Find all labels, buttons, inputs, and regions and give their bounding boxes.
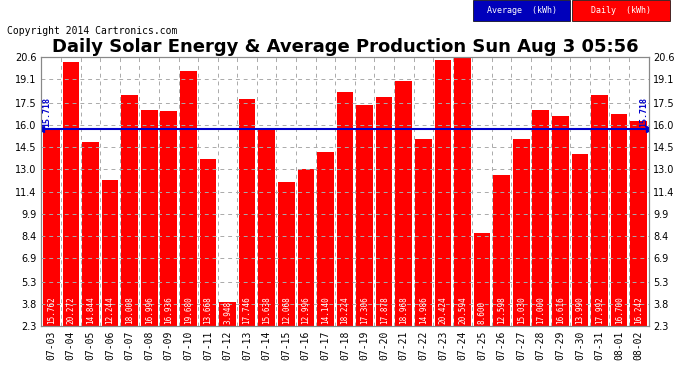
Text: 16.616: 16.616 [556, 297, 565, 324]
Bar [356, 105, 373, 326]
Text: 12.996: 12.996 [302, 297, 310, 324]
Title: Daily Solar Energy & Average Production Sun Aug 3 05:56: Daily Solar Energy & Average Production … [52, 38, 638, 56]
Text: 18.968: 18.968 [400, 297, 408, 324]
Text: 14.844: 14.844 [86, 297, 95, 324]
Bar [101, 180, 119, 326]
Bar [454, 57, 471, 326]
Text: 16.936: 16.936 [164, 297, 173, 324]
Text: 12.598: 12.598 [497, 297, 506, 324]
Text: 18.008: 18.008 [125, 297, 134, 324]
Text: 8.600: 8.600 [477, 301, 486, 324]
Text: 15.030: 15.030 [517, 297, 526, 324]
Bar [493, 174, 510, 326]
Bar [297, 169, 314, 326]
Bar [435, 60, 451, 326]
Text: 20.594: 20.594 [458, 297, 467, 324]
Bar [591, 95, 608, 326]
Text: 12.244: 12.244 [106, 297, 115, 324]
Text: 16.700: 16.700 [615, 297, 624, 324]
Bar [533, 110, 549, 326]
Bar [141, 110, 157, 326]
Text: 16.996: 16.996 [145, 297, 154, 324]
Text: 17.306: 17.306 [360, 297, 369, 324]
Bar [415, 140, 432, 326]
Bar [474, 233, 491, 326]
Bar [82, 142, 99, 326]
Bar [199, 159, 216, 326]
Bar [611, 114, 627, 326]
Text: 15.718: 15.718 [639, 96, 648, 126]
Bar [161, 111, 177, 326]
Text: 15.638: 15.638 [262, 297, 271, 324]
Bar [317, 152, 334, 326]
Bar [571, 154, 589, 326]
Bar [337, 92, 353, 326]
Text: Daily  (kWh): Daily (kWh) [591, 6, 651, 15]
Bar [631, 121, 647, 326]
Text: 18.224: 18.224 [340, 297, 350, 324]
Text: 17.000: 17.000 [536, 297, 545, 324]
Text: 20.272: 20.272 [66, 297, 75, 324]
Text: 3.948: 3.948 [223, 301, 232, 324]
Text: 17.746: 17.746 [243, 297, 252, 324]
Text: 19.680: 19.680 [184, 297, 193, 324]
Text: 15.762: 15.762 [47, 297, 56, 324]
Bar [395, 81, 412, 326]
Bar [63, 62, 79, 326]
Bar [258, 130, 275, 326]
Text: 16.242: 16.242 [634, 297, 643, 324]
Text: 17.992: 17.992 [595, 297, 604, 324]
Text: Average  (kWh): Average (kWh) [486, 6, 557, 15]
Text: 20.424: 20.424 [438, 297, 447, 324]
Bar [552, 116, 569, 326]
Text: Copyright 2014 Cartronics.com: Copyright 2014 Cartronics.com [7, 26, 177, 36]
Bar [180, 70, 197, 326]
Text: 13.990: 13.990 [575, 297, 584, 324]
Bar [121, 95, 138, 326]
Text: 13.668: 13.668 [204, 297, 213, 324]
Text: 14.986: 14.986 [419, 297, 428, 324]
Bar [219, 302, 236, 326]
Bar [239, 99, 255, 326]
Bar [376, 97, 393, 326]
Bar [43, 128, 59, 326]
Text: 14.140: 14.140 [321, 297, 330, 324]
Text: 15.718: 15.718 [42, 96, 51, 126]
Bar [513, 139, 529, 326]
Bar [278, 182, 295, 326]
Text: 12.068: 12.068 [282, 297, 290, 324]
Text: 17.878: 17.878 [380, 297, 388, 324]
